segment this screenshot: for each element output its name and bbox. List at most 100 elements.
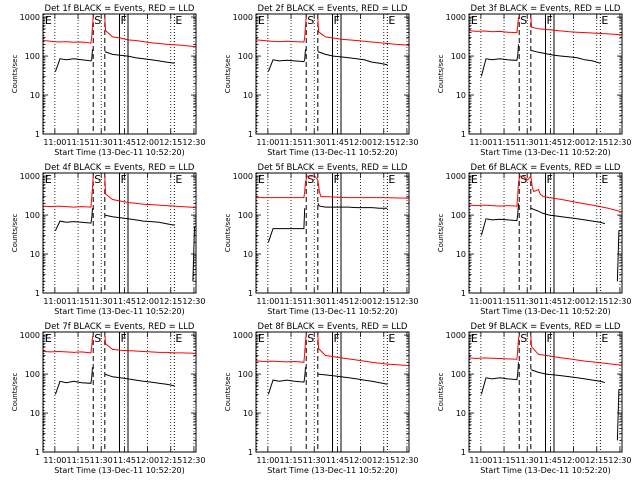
series-events-line bbox=[267, 203, 388, 243]
x-tick-label: 12:15 bbox=[372, 456, 395, 465]
series-lld-line bbox=[42, 176, 197, 209]
y-tick-label: 1 bbox=[35, 448, 40, 457]
y-tick-label: 100 bbox=[238, 370, 253, 379]
y-tick-label: 1000 bbox=[446, 331, 466, 340]
x-axis-label: Start Time (13-Dec-11 10:52:20) bbox=[480, 307, 611, 316]
y-tick-label: 10 bbox=[30, 91, 40, 100]
x-tick-label: 11:45 bbox=[539, 138, 562, 147]
x-tick-label: 11:45 bbox=[539, 456, 562, 465]
x-tick-label: 12:30 bbox=[182, 297, 205, 306]
event-marker-label: E bbox=[175, 14, 182, 27]
x-tick-label: 12:00 bbox=[562, 456, 585, 465]
y-tick-label: 10 bbox=[456, 91, 466, 100]
x-tick-label: 12:30 bbox=[608, 297, 631, 306]
series-events-line bbox=[267, 49, 388, 72]
y-tick-label: 10 bbox=[456, 250, 466, 259]
x-tick-label: 11:00 bbox=[43, 456, 66, 465]
x-tick-label: 11:15 bbox=[67, 138, 90, 147]
event-marker-label: S bbox=[94, 332, 101, 345]
event-marker-label: E bbox=[45, 332, 52, 345]
y-tick-label: 1000 bbox=[20, 13, 40, 22]
event-marker-label: E bbox=[471, 332, 478, 345]
x-tick-label: 12:30 bbox=[182, 456, 205, 465]
x-tick-label: 11:15 bbox=[67, 297, 90, 306]
series-events-line bbox=[480, 362, 622, 441]
y-tick-label: 1 bbox=[35, 289, 40, 298]
x-tick-label: 11:30 bbox=[303, 297, 326, 306]
event-marker-label: E bbox=[601, 332, 608, 345]
x-tick-label: 12:15 bbox=[585, 138, 608, 147]
plot-frame bbox=[468, 13, 623, 135]
event-marker-label: E bbox=[601, 173, 608, 186]
series-lld-line bbox=[42, 17, 197, 48]
event-marker-label: E bbox=[471, 14, 478, 27]
event-marker-label: F bbox=[334, 332, 340, 345]
y-tick-label: 1000 bbox=[20, 172, 40, 181]
y-tick-label: 1000 bbox=[20, 331, 40, 340]
panel-title: Det 6f BLACK = Events, RED = LLD bbox=[471, 163, 621, 173]
y-tick-label: 1 bbox=[248, 289, 253, 298]
event-marker-label: F bbox=[334, 173, 340, 186]
x-axis-label: Start Time (13-Dec-11 10:52:20) bbox=[267, 307, 398, 316]
plot-frame bbox=[255, 172, 410, 294]
y-tick-label: 1000 bbox=[233, 172, 253, 181]
x-tick-label: 11:00 bbox=[43, 138, 66, 147]
plot-frame bbox=[42, 172, 197, 294]
plot-frame bbox=[255, 13, 410, 135]
x-tick-label: 11:45 bbox=[326, 297, 349, 306]
y-tick-label: 100 bbox=[25, 370, 40, 379]
x-tick-label: 12:00 bbox=[562, 297, 585, 306]
event-marker-label: F bbox=[547, 173, 553, 186]
series-lld-line bbox=[255, 335, 410, 367]
series-events-line bbox=[54, 208, 196, 282]
y-tick-label: 1000 bbox=[233, 13, 253, 22]
panel-title: Det 8f BLACK = Events, RED = LLD bbox=[258, 322, 408, 332]
series-lld-line bbox=[256, 175, 410, 199]
event-marker-label: E bbox=[258, 14, 265, 27]
y-tick-label: 1000 bbox=[233, 331, 253, 340]
series-lld-line bbox=[468, 174, 623, 213]
x-tick-label: 11:45 bbox=[113, 138, 136, 147]
x-tick-label: 12:30 bbox=[182, 138, 205, 147]
series-lld-line bbox=[255, 17, 410, 46]
y-tick-label: 100 bbox=[451, 52, 466, 61]
x-tick-label: 12:30 bbox=[395, 456, 418, 465]
x-tick-label: 11:15 bbox=[280, 456, 303, 465]
panel-title: Det 9f BLACK = Events, RED = LLD bbox=[471, 322, 621, 332]
x-tick-label: 11:30 bbox=[303, 456, 326, 465]
y-tick-label: 100 bbox=[451, 211, 466, 220]
event-marker-label: F bbox=[121, 332, 127, 345]
panel-title: Det 1f BLACK = Events, RED = LLD bbox=[45, 4, 195, 14]
series-events-line bbox=[54, 49, 175, 72]
y-axis-label: Counts/sec bbox=[224, 55, 232, 94]
x-axis-label: Start Time (13-Dec-11 10:52:20) bbox=[480, 466, 611, 475]
event-marker-label: S bbox=[307, 173, 314, 186]
x-tick-label: 11:30 bbox=[516, 297, 539, 306]
y-axis-label: Counts/sec bbox=[437, 55, 445, 94]
y-axis-label: Counts/sec bbox=[437, 373, 445, 412]
plot-frame bbox=[42, 13, 197, 135]
x-tick-label: 11:15 bbox=[280, 138, 303, 147]
x-tick-label: 12:00 bbox=[136, 138, 159, 147]
event-marker-label: E bbox=[45, 14, 52, 27]
series-events-line bbox=[267, 367, 388, 395]
x-tick-label: 11:30 bbox=[90, 138, 113, 147]
x-tick-label: 11:00 bbox=[256, 297, 279, 306]
series-lld-line bbox=[468, 17, 623, 36]
x-tick-label: 12:30 bbox=[395, 297, 418, 306]
x-tick-label: 12:00 bbox=[349, 297, 372, 306]
event-marker-label: E bbox=[471, 173, 478, 186]
y-tick-label: 10 bbox=[30, 409, 40, 418]
x-tick-label: 12:15 bbox=[585, 456, 608, 465]
event-marker-label: E bbox=[388, 332, 395, 345]
x-tick-label: 11:45 bbox=[326, 456, 349, 465]
series-lld-line bbox=[468, 335, 623, 366]
y-tick-label: 100 bbox=[25, 211, 40, 220]
y-tick-label: 1000 bbox=[446, 13, 466, 22]
